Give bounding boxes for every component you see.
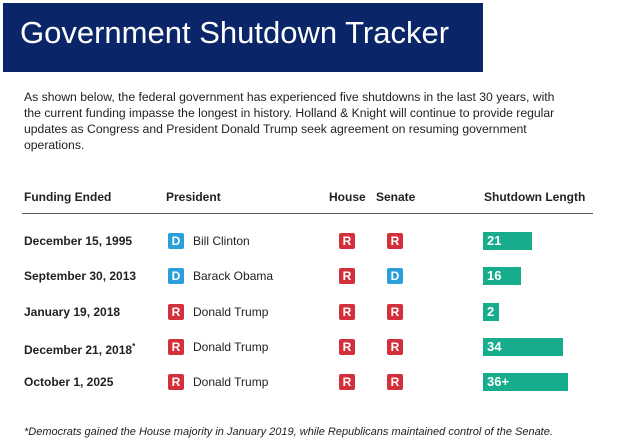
house-badge: R (339, 233, 355, 249)
president: Donald Trump (193, 339, 269, 354)
date-note: * (132, 341, 136, 351)
length-bar: 16 (483, 267, 521, 286)
party-badge: D (168, 233, 184, 249)
column-header: House (329, 190, 366, 204)
date-text: December 21, 2018 (24, 342, 133, 357)
president: Donald Trump (193, 375, 269, 390)
senate-badge: R (387, 233, 403, 249)
date-text: December 15, 1995 (24, 234, 133, 248)
date: January 19, 2018 (24, 304, 120, 320)
header-banner (3, 3, 483, 72)
senate-badge: R (387, 338, 403, 355)
party-badge: R (168, 303, 184, 320)
party-badge: R (168, 338, 184, 355)
president: Barack Obama (193, 269, 274, 284)
header-rule (22, 213, 593, 214)
president: Donald Trump (193, 304, 269, 319)
column-header: Shutdown Length (484, 190, 586, 204)
senate-badge: R (387, 374, 403, 391)
date-text: September 30, 2013 (24, 269, 137, 284)
date-text: January 19, 2018 (24, 304, 121, 319)
date-text: October 1, 2025 (24, 375, 114, 390)
length-bar: 36+ (483, 373, 568, 392)
footnote: *Democrats gained the House majority in … (24, 426, 553, 438)
date: December 15, 1995 (24, 233, 132, 249)
senate-badge: R (387, 303, 403, 320)
senate-badge: D (387, 268, 403, 285)
party-badge: D (168, 268, 184, 285)
house-badge: R (339, 338, 355, 355)
column-header: Senate (376, 190, 416, 204)
column-header: President (166, 190, 221, 204)
party-badge: R (168, 374, 184, 391)
length-bar: 34 (483, 337, 563, 356)
title: Government Shutdown Tracker (20, 15, 450, 50)
date: October 1, 2025 (24, 374, 113, 390)
length-bar: 2 (483, 302, 499, 321)
president: Bill Clinton (193, 234, 250, 248)
date: December 21, 2018* (24, 339, 135, 358)
intro-text: As shown below, the federal government h… (24, 90, 555, 152)
house-badge: R (339, 303, 355, 320)
date: September 30, 2013 (24, 268, 136, 284)
length-bar: 21 (483, 232, 533, 250)
house-badge: R (339, 268, 355, 285)
house-badge: R (339, 374, 355, 391)
column-header: Funding Ended (24, 190, 112, 204)
